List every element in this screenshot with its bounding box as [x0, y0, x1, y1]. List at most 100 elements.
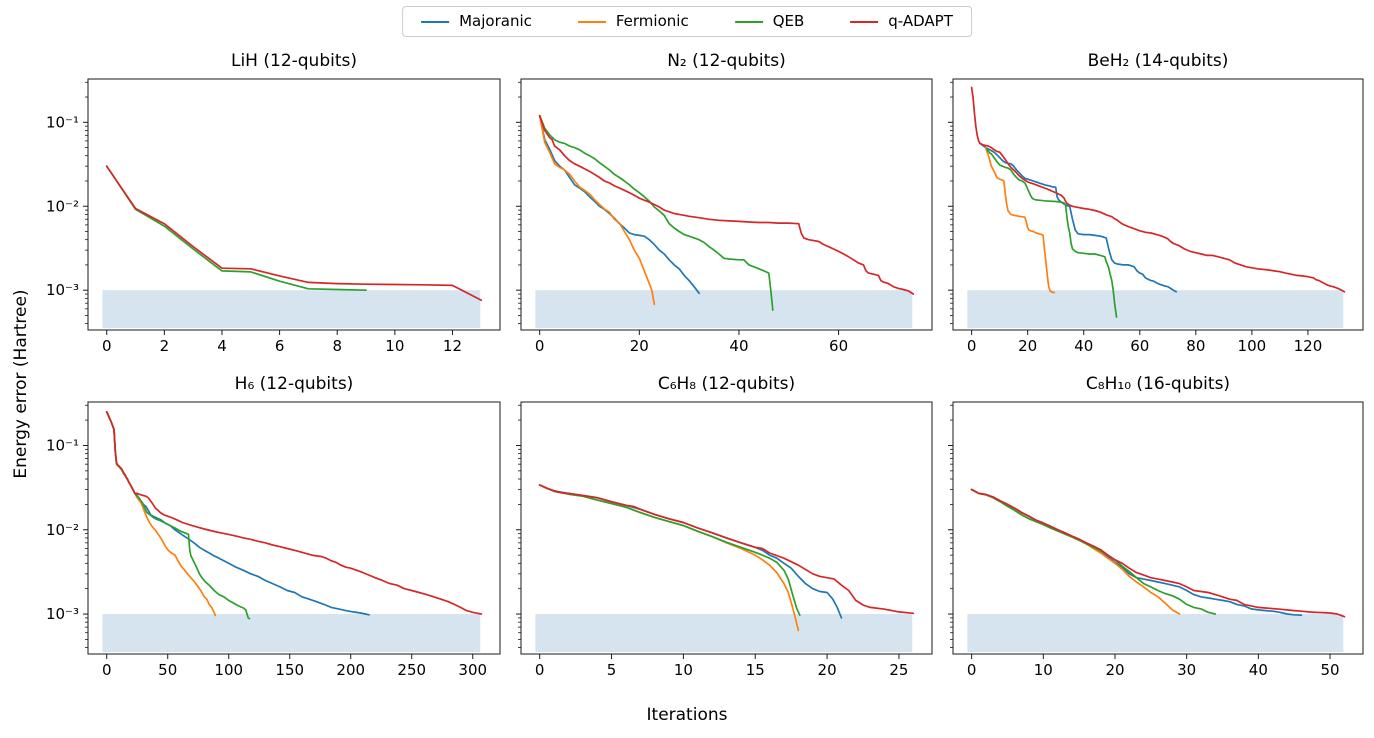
x-tick-label: 6	[275, 337, 285, 355]
series-fermionic	[538, 114, 656, 306]
q-adapt-line-swatch-icon	[850, 20, 879, 23]
fermionic-line-swatch-icon	[577, 20, 606, 23]
x-tick-label: 0	[967, 661, 977, 679]
subplot-c6h8-title: C₆H₈ (12-qubits)	[657, 374, 796, 394]
subplot-beh2-title: BeH₂ (14-qubits)	[1087, 51, 1229, 71]
legend-item-majoranic: Majoranic	[421, 14, 532, 29]
x-tick-label: 150	[275, 661, 304, 679]
chemical-accuracy-band	[535, 614, 913, 652]
chart-canvas-3: 0 50 100 150 200 250 300 10⁻¹ 10⁻² 10⁻³	[46, 401, 501, 679]
axes-frame	[87, 401, 501, 655]
series-lines	[970, 86, 1346, 318]
x-tick-label: 30	[1177, 661, 1196, 679]
chart-canvas-5: 0 10 20 30 40 50	[948, 401, 1364, 679]
chemical-accuracy-band	[535, 290, 913, 328]
series-lines	[105, 165, 483, 302]
subplot-h6-title: H₆ (12-qubits)	[234, 374, 354, 394]
x-tick-label: 4	[217, 337, 227, 355]
series-majoranic	[538, 484, 843, 619]
x-tick-label: 300	[458, 661, 487, 679]
x-tick-label: 50	[158, 661, 177, 679]
legend: Majoranic Fermionic QEB q-ADAPT	[402, 6, 972, 37]
chart-canvas-1: 0 20 40 60	[516, 78, 933, 355]
x-tick-label: 20	[630, 337, 649, 355]
x-tick-label: 80	[1186, 337, 1205, 355]
x-tick-label: 10	[385, 337, 404, 355]
series-q-adapt	[105, 411, 483, 615]
x-tick-label: 250	[397, 661, 426, 679]
series-qeb	[970, 488, 1217, 615]
series-qeb	[105, 411, 251, 620]
series-q-adapt	[538, 114, 915, 295]
series-lines	[970, 488, 1346, 618]
series-fermionic	[970, 488, 1181, 615]
y-tick-label: 10⁻³	[46, 281, 79, 299]
x-tick-label: 60	[1130, 337, 1149, 355]
series-q-adapt	[970, 86, 1346, 293]
legend-item-qeb: QEB	[734, 12, 805, 30]
subplot-n2-title: N₂ (12-qubits)	[667, 51, 786, 71]
x-tick-label: 10	[674, 661, 693, 679]
x-tick-label: 12	[443, 337, 462, 355]
series-fermionic	[984, 146, 1056, 294]
series-q-adapt	[970, 488, 1346, 618]
y-tick-label: 10⁻¹	[46, 436, 79, 454]
chart-canvas-4: 0 5 10 15 20 25	[516, 401, 933, 679]
x-tick-label: 2	[160, 337, 170, 355]
x-axis-ticks: 0 2 4 6 8 10 12	[102, 330, 462, 355]
legend-label: q-ADAPT	[888, 12, 953, 30]
x-tick-label: 20	[1018, 337, 1037, 355]
x-axis-ticks: 0 50 100 150 200 250 300	[102, 654, 487, 679]
y-axis-ticks: 10⁻¹ 10⁻² 10⁻³	[46, 81, 88, 325]
y-tick-label: 10⁻²	[46, 197, 79, 215]
chemical-accuracy-band	[967, 290, 1344, 328]
subplot-lih-title: LiH (12-qubits)	[230, 51, 357, 71]
x-tick-label: 0	[967, 337, 977, 355]
legend-label: Fermionic	[615, 12, 689, 30]
y-axis-ticks	[948, 81, 953, 325]
series-q-adapt	[105, 165, 483, 302]
majoranic-line-swatch-icon	[421, 20, 450, 23]
series-qeb	[538, 114, 774, 311]
chemical-accuracy-band	[967, 614, 1344, 652]
x-tick-label: 0	[102, 661, 112, 679]
y-tick-label: 10⁻¹	[46, 113, 79, 131]
series-qeb	[538, 484, 801, 617]
series-qeb	[986, 148, 1118, 318]
y-axis-ticks	[948, 404, 953, 648]
x-tick-label: 0	[535, 337, 545, 355]
legend-label: QEB	[772, 12, 805, 30]
x-tick-label: 15	[746, 661, 765, 679]
axes-frame	[952, 78, 1364, 331]
y-tick-label: 10⁻²	[46, 521, 79, 539]
x-tick-label: 40	[1249, 661, 1268, 679]
legend-item-q-adapt: q-ADAPT	[850, 14, 953, 29]
series-lines	[538, 484, 915, 632]
y-axis-ticks: 10⁻¹ 10⁻² 10⁻³	[46, 404, 88, 648]
series-lines	[105, 411, 483, 620]
x-tick-label: 0	[535, 661, 545, 679]
chemical-accuracy-band	[102, 290, 481, 328]
subplot-c8h10-title: C₈H₁₀ (16-qubits)	[1085, 374, 1231, 394]
x-tick-label: 10	[1034, 661, 1053, 679]
series-fermionic	[538, 484, 800, 632]
x-tick-label: 20	[818, 661, 837, 679]
series-majoranic	[979, 142, 1178, 293]
x-axis-ticks: 0 20 40 60 80 100 120	[967, 330, 1322, 355]
chemical-accuracy-band	[102, 614, 481, 652]
series-qeb	[105, 165, 367, 292]
y-axis-ticks	[516, 81, 521, 325]
x-axis-ticks: 0 5 10 15 20 25	[535, 654, 908, 679]
y-axis-label: Energy error (Hartree)	[11, 289, 31, 479]
x-tick-label: 8	[332, 337, 342, 355]
legend-item-fermionic: Fermionic	[577, 12, 689, 30]
axes-frame	[520, 401, 933, 655]
qeb-line-swatch-icon	[734, 20, 763, 23]
chart-canvas-0: 0 2 4 6 8 10 12 10⁻¹ 10⁻² 10⁻³	[46, 78, 501, 355]
chart-canvas-2: 0 20 40 60 80 100 120	[948, 78, 1364, 355]
axes-frame	[952, 401, 1364, 655]
x-tick-label: 25	[889, 661, 908, 679]
series-lines	[538, 114, 915, 311]
x-tick-label: 20	[1105, 661, 1124, 679]
